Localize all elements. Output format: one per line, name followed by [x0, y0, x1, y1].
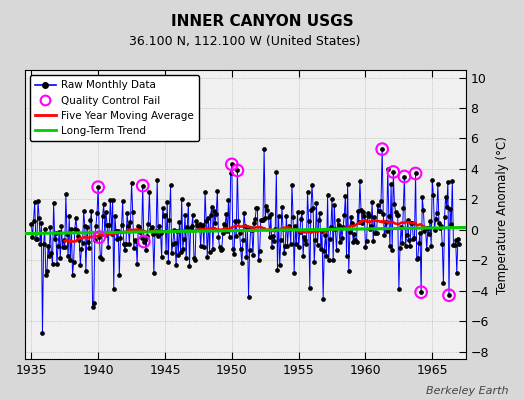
Y-axis label: Temperature Anomaly (°C): Temperature Anomaly (°C)	[496, 136, 509, 294]
Quality Control Fail	[227, 161, 236, 168]
Quality Control Fail	[95, 234, 103, 240]
Title: 36.100 N, 112.100 W (United States): 36.100 N, 112.100 W (United States)	[129, 35, 361, 48]
Line: Five Year Moving Average: Five Year Moving Average	[65, 220, 425, 242]
Quality Control Fail	[411, 170, 420, 177]
Quality Control Fail	[417, 289, 425, 295]
Raw Monthly Data	[39, 331, 46, 336]
Five Year Moving Average	[161, 229, 167, 234]
Quality Control Fail	[445, 292, 453, 298]
Five Year Moving Average	[135, 227, 141, 232]
Five Year Moving Average	[386, 220, 392, 225]
Quality Control Fail	[139, 238, 148, 245]
Text: INNER CANYON USGS: INNER CANYON USGS	[171, 14, 353, 29]
Five Year Moving Average	[62, 239, 68, 244]
Quality Control Fail	[378, 146, 386, 152]
Raw Monthly Data	[28, 221, 35, 226]
Raw Monthly Data	[205, 215, 212, 220]
Five Year Moving Average	[66, 240, 72, 244]
Raw Monthly Data	[456, 241, 462, 246]
Five Year Moving Average	[133, 227, 139, 232]
Raw Monthly Data	[328, 224, 334, 229]
Quality Control Fail	[94, 184, 102, 190]
Line: Raw Monthly Data: Raw Monthly Data	[29, 146, 461, 335]
Quality Control Fail	[389, 169, 398, 175]
Five Year Moving Average	[378, 219, 384, 224]
Five Year Moving Average	[105, 232, 111, 237]
Five Year Moving Average	[422, 225, 429, 230]
Legend: Raw Monthly Data, Quality Control Fail, Five Year Moving Average, Long-Term Tren: Raw Monthly Data, Quality Control Fail, …	[30, 75, 199, 141]
Raw Monthly Data	[67, 257, 73, 262]
Raw Monthly Data	[314, 242, 321, 247]
Five Year Moving Average	[362, 218, 368, 222]
Raw Monthly Data	[255, 258, 261, 262]
Text: Berkeley Earth: Berkeley Earth	[426, 386, 508, 396]
Quality Control Fail	[400, 173, 409, 180]
Quality Control Fail	[138, 182, 147, 189]
Raw Monthly Data	[261, 146, 267, 151]
Raw Monthly Data	[38, 220, 45, 225]
Quality Control Fail	[233, 167, 242, 174]
